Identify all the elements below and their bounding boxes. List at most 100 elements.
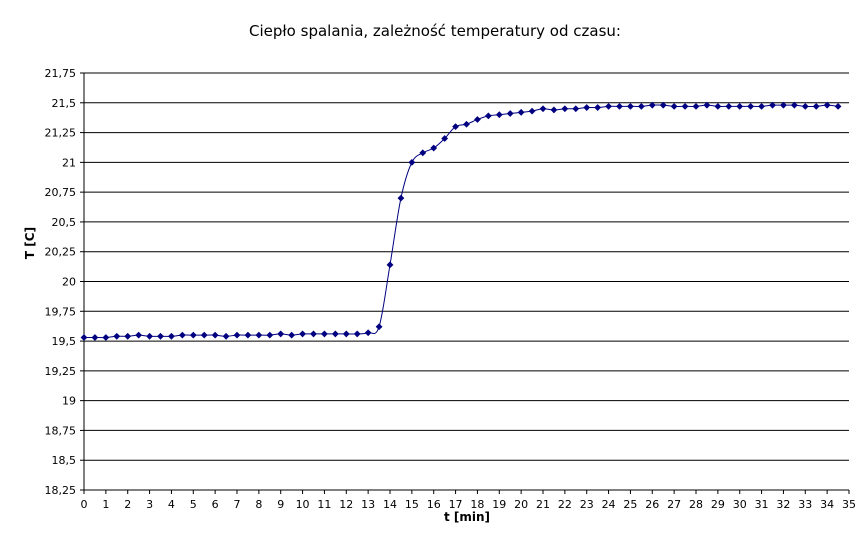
data-point (397, 194, 405, 202)
x-tick-label: 11 (317, 498, 331, 511)
data-point (441, 135, 449, 142)
x-tick-label: 19 (492, 498, 506, 511)
x-tick-label: 29 (711, 498, 725, 511)
data-point (321, 330, 328, 338)
chart-title: Ciepło spalania, zależność temperatury o… (249, 22, 621, 40)
y-tick-label: 18,25 (45, 484, 77, 497)
data-point (780, 101, 787, 109)
x-tick-label: 35 (842, 498, 856, 511)
data-point (758, 102, 765, 110)
x-tick-label: 33 (798, 498, 812, 511)
data-point (310, 330, 317, 338)
data-point (670, 102, 678, 110)
x-tick-label: 22 (558, 498, 572, 511)
y-tick-label: 21,5 (52, 97, 77, 110)
data-point (266, 331, 274, 339)
data-point (594, 104, 602, 111)
data-point (80, 334, 88, 341)
data-point (353, 330, 361, 338)
x-tick-label: 28 (689, 498, 703, 511)
data-point (725, 102, 733, 110)
x-tick-label: 25 (623, 498, 637, 511)
x-tick-label: 15 (405, 498, 419, 511)
y-tick-label: 19,75 (45, 305, 77, 318)
x-tick-label: 1 (102, 498, 109, 511)
data-point (648, 101, 656, 109)
data-point (627, 102, 634, 110)
data-point (168, 332, 175, 340)
data-point (375, 323, 383, 331)
data-point (146, 332, 153, 340)
series-temperature (80, 101, 842, 341)
data-point (452, 123, 459, 131)
y-tick-label: 19,5 (52, 335, 77, 348)
data-point (474, 116, 481, 123)
y-tick-label: 18,5 (52, 454, 77, 467)
x-tick-label: 0 (81, 498, 88, 511)
data-point (703, 101, 711, 109)
x-tick-label: 24 (602, 498, 616, 511)
data-point (747, 102, 755, 110)
y-tick-label: 19 (62, 395, 76, 408)
data-point (157, 332, 164, 340)
x-axis-label: t [min] (444, 510, 490, 524)
data-point (364, 329, 372, 337)
data-point (342, 330, 350, 338)
y-tick-label: 21,25 (45, 127, 77, 140)
data-point (539, 105, 547, 113)
y-tick-label: 20,75 (45, 186, 77, 199)
x-tick-label: 3 (146, 498, 153, 511)
data-point (561, 105, 569, 113)
data-point (189, 331, 197, 339)
y-tick-label: 20,5 (52, 216, 77, 229)
x-tick-label: 18 (470, 498, 484, 511)
data-point (681, 102, 689, 110)
x-tick-label: 34 (820, 498, 834, 511)
data-point (408, 158, 416, 166)
data-point (790, 101, 798, 109)
x-tick-label: 26 (645, 498, 659, 511)
x-tick-label: 30 (733, 498, 747, 511)
data-point (834, 102, 842, 110)
x-tick-label: 10 (296, 498, 310, 511)
data-point (244, 331, 252, 339)
data-point (484, 112, 492, 120)
data-point (769, 101, 776, 109)
data-point (288, 331, 296, 339)
data-point (124, 332, 132, 340)
y-tick-label: 20,25 (45, 246, 77, 259)
data-point (430, 144, 438, 152)
axes (80, 72, 850, 494)
y-tick-labels: 18,25 18,5 18,75 19 19,25 19,5 19,75 20 20,25 20,… (45, 67, 77, 497)
x-tick-label: 23 (580, 498, 594, 511)
x-tick-labels: 0 1 2 3 4 5 6 7 8 9 10 11 12 13 14 15 16 17 18 19 20 21 22 23 24… (81, 498, 857, 511)
data-point (823, 101, 831, 109)
x-tick-label: 20 (514, 498, 528, 511)
data-point (528, 107, 536, 115)
data-point (91, 334, 99, 341)
x-tick-label: 17 (449, 498, 463, 511)
y-tick-label: 21,75 (45, 67, 77, 80)
x-tick-label: 32 (776, 498, 790, 511)
data-point (233, 331, 241, 339)
x-tick-label: 8 (255, 498, 262, 511)
data-point (714, 102, 722, 110)
x-tick-label: 9 (277, 498, 284, 511)
data-point (135, 331, 143, 339)
data-point (211, 331, 219, 339)
y-axis-label: T [C] (23, 227, 37, 259)
x-tick-label: 16 (427, 498, 441, 511)
data-point (113, 332, 121, 340)
x-tick-label: 12 (339, 498, 353, 511)
x-tick-label: 5 (190, 498, 197, 511)
x-tick-label: 4 (168, 498, 175, 511)
data-point (812, 102, 820, 110)
x-tick-label: 13 (361, 498, 375, 511)
data-point (801, 102, 809, 110)
data-point (331, 330, 339, 338)
data-point (692, 102, 700, 110)
data-point (583, 104, 591, 111)
x-tick-label: 7 (234, 498, 241, 511)
data-point (616, 102, 623, 110)
data-point (419, 149, 427, 157)
